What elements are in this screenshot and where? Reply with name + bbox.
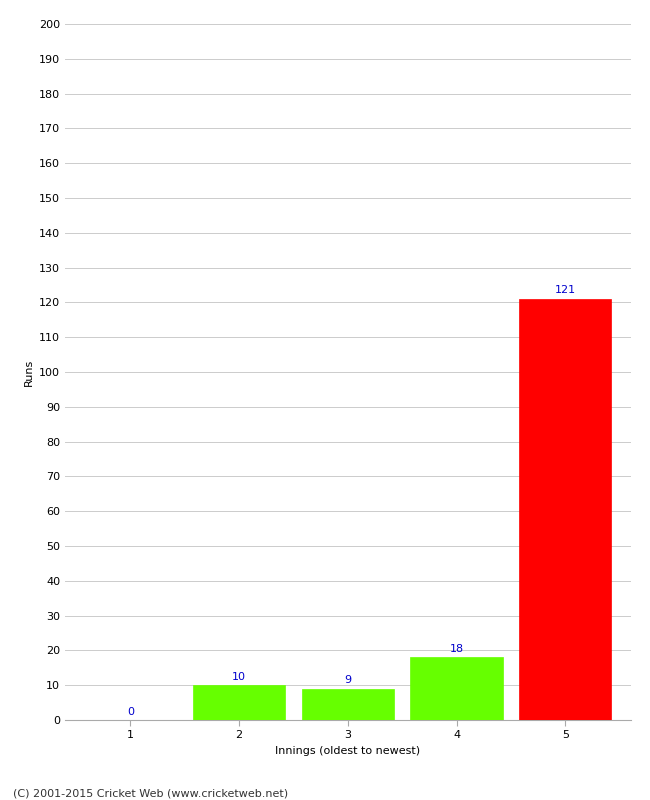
Text: (C) 2001-2015 Cricket Web (www.cricketweb.net): (C) 2001-2015 Cricket Web (www.cricketwe… <box>13 788 288 798</box>
Bar <box>193 685 285 720</box>
Bar <box>302 689 394 720</box>
X-axis label: Innings (oldest to newest): Innings (oldest to newest) <box>275 746 421 756</box>
Text: 18: 18 <box>449 644 463 654</box>
Y-axis label: Runs: Runs <box>23 358 33 386</box>
Bar <box>519 299 612 720</box>
Text: 9: 9 <box>344 675 351 685</box>
Bar <box>410 658 502 720</box>
Text: 0: 0 <box>127 706 134 717</box>
Text: 10: 10 <box>232 672 246 682</box>
Text: 121: 121 <box>554 286 576 295</box>
